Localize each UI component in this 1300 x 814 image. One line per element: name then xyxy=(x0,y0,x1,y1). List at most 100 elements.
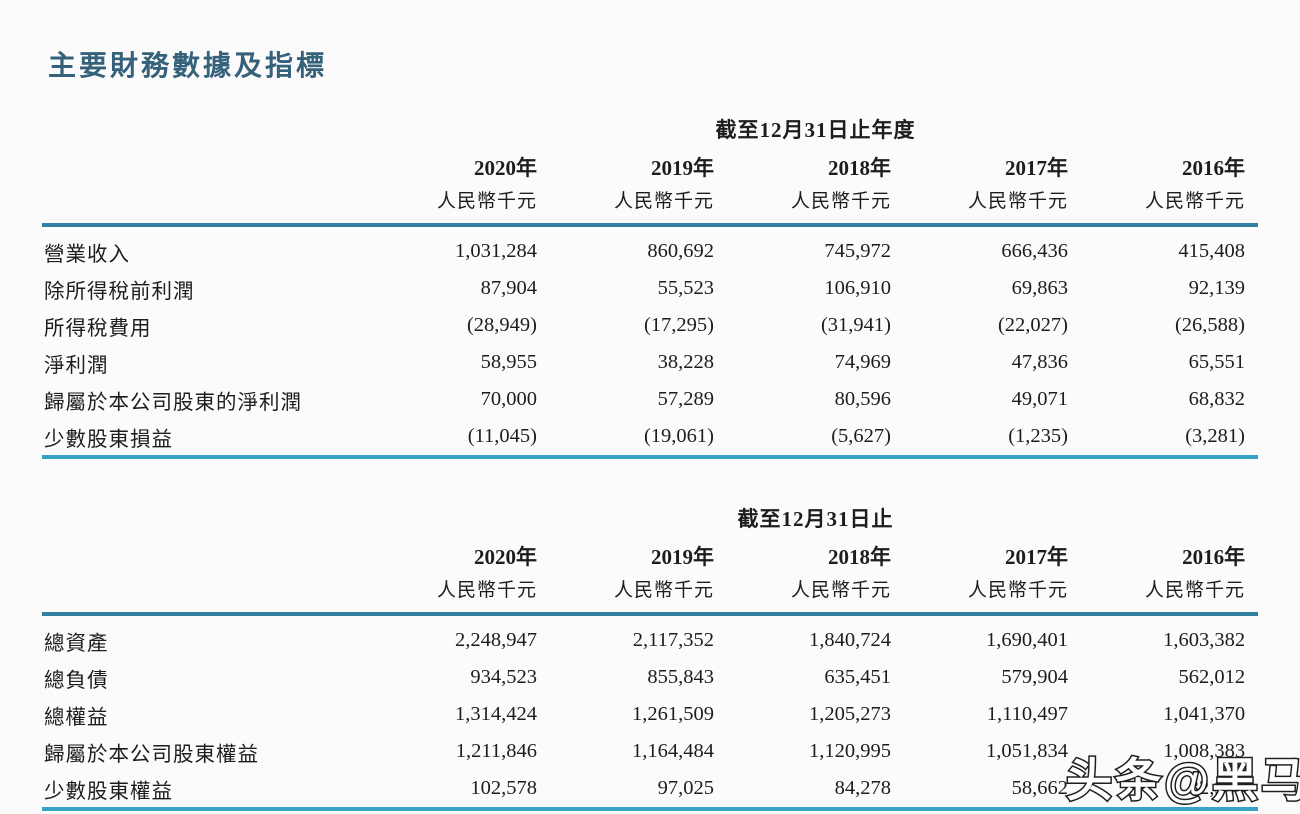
period-header: 截至12月31日止年度 xyxy=(715,118,916,142)
row-label: 淨利潤 xyxy=(44,354,109,377)
unit-label: 人民幣千元 xyxy=(1081,184,1258,227)
cell-value: 415,408 xyxy=(1178,240,1245,262)
table-row: 歸屬於本公司股東權益 1,211,846 1,164,484 1,120,995 1,0… xyxy=(42,733,1258,770)
year-header-2016: 2016年 xyxy=(1182,156,1245,180)
cell-value: 1,603,382 xyxy=(1163,629,1246,651)
cell-value: (22,027) xyxy=(997,314,1068,336)
cell-value: 55,523 xyxy=(657,277,714,299)
table-row: 除所得稅前利潤 87,904 55,523 106,910 69,863 92,139 xyxy=(42,270,1258,307)
cell-value: 666,436 xyxy=(1001,240,1068,262)
row-label: 歸屬於本公司股東的淨利潤 xyxy=(44,391,302,414)
table-row: 淨利潤 58,955 38,228 74,969 47,836 65,551 xyxy=(42,344,1258,381)
cell-value: 1,008,383 xyxy=(1163,740,1246,762)
unit-label: 人民幣千元 xyxy=(904,184,1081,227)
cell-value: 84,278 xyxy=(727,770,904,811)
cell-value: 1,261,509 xyxy=(632,703,714,725)
cell-value: 1,314,424 xyxy=(455,703,537,725)
year-header-2016: 2016年 xyxy=(1182,545,1246,569)
cell-value: 57,289 xyxy=(657,388,714,410)
header-spacer xyxy=(42,184,373,227)
cell-value: (26,588) xyxy=(1174,314,1245,336)
unit-label: 人民幣千元 xyxy=(904,573,1081,616)
income-statement-table: 截至12月31日止年度 2020年 2019年 2018年 2017年 2016… xyxy=(42,110,1258,459)
table-row: 少數股東權益 102,578 97,025 84,278 58,662 32,987 xyxy=(42,770,1259,811)
header-spacer xyxy=(42,499,373,539)
cell-value: 49,071 xyxy=(1011,388,1068,410)
cell-value: 1,120,995 xyxy=(809,740,891,762)
cell-value: 1,051,834 xyxy=(986,740,1068,762)
cell-value: 74,969 xyxy=(834,351,891,373)
cell-value: (17,295) xyxy=(643,314,714,336)
cell-value: 70,000 xyxy=(480,388,537,410)
cell-value: 102,578 xyxy=(373,770,550,811)
year-header-2020: 2020年 xyxy=(474,545,537,569)
unit-label: 人民幣千元 xyxy=(727,573,904,616)
table-row: 少數股東損益 (11,045) (19,061) (5,627) (1,235) (3,2… xyxy=(42,418,1258,459)
cell-value: 1,041,370 xyxy=(1163,703,1246,725)
balance-sheet-table: 截至12月31日止 2020年 2019年 2018年 2017年 2016年 … xyxy=(42,499,1259,811)
cell-value: 80,596 xyxy=(834,388,891,410)
cell-value: 2,117,352 xyxy=(632,629,714,651)
cell-value: 635,451 xyxy=(824,666,891,688)
cell-value: 579,904 xyxy=(1001,666,1068,688)
cell-value: 69,863 xyxy=(1011,277,1068,299)
table-row: 歸屬於本公司股東的淨利潤 70,000 57,289 80,596 49,071 68,8… xyxy=(42,381,1258,418)
row-label: 除所得稅前利潤 xyxy=(44,280,195,303)
table-row: 總負債 934,523 855,843 635,451 579,904 562,012 xyxy=(42,659,1258,696)
row-label: 總權益 xyxy=(44,706,109,729)
cell-value: 562,012 xyxy=(1178,666,1246,688)
table-row: 營業收入 1,031,284 860,692 745,972 666,436 415,40… xyxy=(42,225,1258,270)
row-label: 歸屬於本公司股東權益 xyxy=(44,743,259,766)
year-header-2019: 2019年 xyxy=(651,156,714,180)
cell-value: 745,972 xyxy=(824,240,891,262)
cell-value: 1,031,284 xyxy=(455,240,537,262)
unit-label: 人民幣千元 xyxy=(1081,573,1259,616)
income-table-header: 截至12月31日止年度 2020年 2019年 2018年 2017年 2016… xyxy=(42,110,1258,227)
cell-value: 1,205,273 xyxy=(809,703,891,725)
table-row: 所得稅費用 (28,949) (17,295) (31,941) (22,027) (26… xyxy=(42,307,1258,344)
period-header: 截至12月31日止 xyxy=(737,507,894,531)
cell-value: (1,235) xyxy=(904,418,1081,459)
cell-value: 97,025 xyxy=(550,770,727,811)
cell-value: (31,941) xyxy=(820,314,891,336)
cell-value: 860,692 xyxy=(647,240,714,262)
cell-value: 92,139 xyxy=(1188,277,1245,299)
cell-value: 58,955 xyxy=(480,351,537,373)
cell-value: (19,061) xyxy=(550,418,727,459)
cell-value: 934,523 xyxy=(470,666,537,688)
year-header-2020: 2020年 xyxy=(474,156,537,180)
watermark: 头条@黑马 xyxy=(1065,753,1300,808)
cell-value: 1,211,846 xyxy=(455,740,537,762)
cell-value: (3,281) xyxy=(1081,418,1258,459)
cell-value: 58,662 xyxy=(904,770,1081,811)
year-header-2018: 2018年 xyxy=(828,545,891,569)
row-label: 少數股東權益 xyxy=(42,770,373,811)
header-spacer xyxy=(42,573,373,616)
row-label: 總資產 xyxy=(44,632,109,655)
year-header-2017: 2017年 xyxy=(1005,545,1068,569)
table-row: 總資產 2,248,947 2,117,352 1,840,724 1,690,401 1… xyxy=(42,614,1258,659)
header-spacer xyxy=(42,110,373,150)
cell-value: 65,551 xyxy=(1188,351,1245,373)
row-label: 少數股東損益 xyxy=(42,418,373,459)
header-spacer xyxy=(42,150,373,184)
income-table-body: 營業收入 1,031,284 860,692 745,972 666,436 415,40… xyxy=(42,225,1258,459)
unit-label: 人民幣千元 xyxy=(727,184,904,227)
row-label: 總負債 xyxy=(44,669,109,692)
cell-value: 38,228 xyxy=(657,351,714,373)
row-label: 所得稅費用 xyxy=(44,317,152,340)
unit-label: 人民幣千元 xyxy=(550,573,727,616)
cell-value: 87,904 xyxy=(480,277,537,299)
cell-value: 855,843 xyxy=(647,666,714,688)
cell-value: 2,248,947 xyxy=(455,629,537,651)
year-header-2019: 2019年 xyxy=(651,545,714,569)
unit-label: 人民幣千元 xyxy=(373,184,550,227)
row-label: 營業收入 xyxy=(44,243,130,266)
cell-value: (5,627) xyxy=(727,418,904,459)
cell-value: 32,987 xyxy=(1081,770,1259,811)
balance-table-header: 截至12月31日止 2020年 2019年 2018年 2017年 2016年 … xyxy=(42,499,1259,616)
header-spacer xyxy=(42,539,373,573)
cell-value: 47,836 xyxy=(1011,351,1068,373)
page-title: 主要財務數據及指標 xyxy=(48,51,328,82)
